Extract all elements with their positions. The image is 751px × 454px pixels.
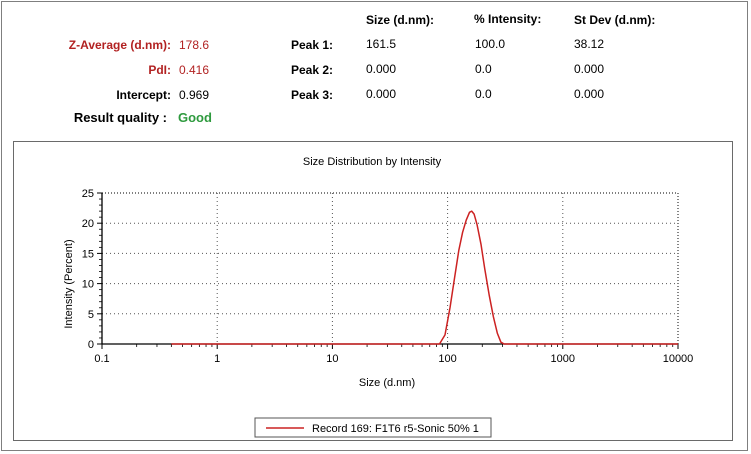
peak-1-intensity: 100.0 (475, 37, 506, 51)
chart-title: Size Distribution by Intensity (303, 156, 442, 168)
intercept-label: Intercept: (116, 88, 171, 102)
y-tick-label: 0 (88, 339, 94, 351)
x-axis-label: Size (d.nm) (359, 377, 415, 389)
legend-entry-label: Record 169: F1T6 r5-Sonic 50% 1 (312, 423, 479, 435)
header-stdev: St Dev (d.nm): (574, 13, 656, 27)
size-distribution-chart: Size Distribution by Intensity 0.1 1 10 100… (13, 141, 733, 441)
y-tick-label: 20 (82, 218, 94, 230)
x-tick-label: 10 (326, 353, 338, 365)
x-tick-label: 0.1 (94, 353, 109, 365)
ticks-layer: 0.1 1 10 100 1000 10000 0 5 10 15 20 25 (82, 188, 694, 365)
z-average-value: 178.6 (179, 38, 210, 52)
y-tick-label: 15 (82, 248, 94, 260)
y-tick-label: 10 (82, 279, 94, 291)
x-tick-label: 1000 (551, 353, 575, 365)
peak-3-stdev: 0.000 (574, 87, 605, 101)
series-layer (171, 210, 678, 345)
peak-3-label: Peak 3: (291, 88, 334, 102)
x-tick-label: 10000 (663, 353, 694, 365)
peak-1-size: 161.5 (366, 37, 397, 51)
chart-canvas: Size Distribution by Intensity 0.1 1 10 100… (63, 156, 694, 438)
peak-2-stdev: 0.000 (574, 62, 605, 76)
header-intensity: % Intensity: (474, 12, 542, 26)
peak-2-intensity: 0.0 (475, 62, 492, 76)
x-tick-label: 1 (214, 353, 220, 365)
axes-layer (101, 192, 679, 345)
result-quality-label: Result quality : (73, 110, 167, 125)
legend: Record 169: F1T6 r5-Sonic 50% 1 (254, 417, 492, 438)
grid-layer (102, 193, 678, 344)
peak-1-stdev: 38.12 (574, 37, 605, 51)
x-tick-label: 100 (438, 353, 456, 365)
z-average-label: Z-Average (d.nm): (68, 38, 171, 52)
y-axis-label: Intensity (Percent) (63, 239, 75, 328)
peak-3-size: 0.000 (366, 87, 397, 101)
peak-2-size: 0.000 (366, 62, 397, 76)
result-quality-value: Good (178, 110, 212, 125)
y-tick-label: 5 (88, 309, 94, 321)
y-tick-label: 25 (82, 188, 94, 200)
series-line-record-169 (171, 210, 678, 345)
peak-1-label: Peak 1: (291, 38, 334, 52)
pdi-label: PdI: (148, 63, 171, 77)
header-size: Size (d.nm): (366, 13, 434, 27)
intercept-value: 0.969 (179, 88, 210, 102)
legend-box (254, 417, 492, 438)
peak-3-intensity: 0.0 (475, 87, 492, 101)
pdi-value: 0.416 (179, 63, 210, 77)
peak-2-label: Peak 2: (291, 63, 334, 77)
